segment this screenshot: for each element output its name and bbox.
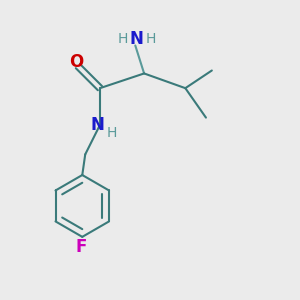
Text: H: H bbox=[107, 126, 118, 140]
Text: O: O bbox=[69, 53, 83, 71]
Text: N: N bbox=[130, 30, 144, 48]
Text: F: F bbox=[75, 238, 86, 256]
Text: N: N bbox=[90, 116, 104, 134]
Text: H: H bbox=[118, 32, 128, 46]
Text: H: H bbox=[146, 32, 156, 46]
